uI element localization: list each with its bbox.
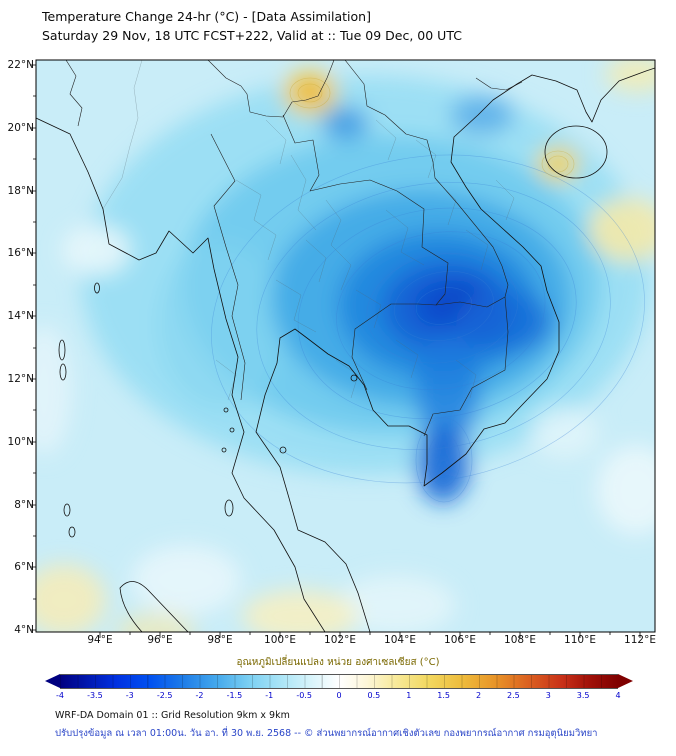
hainan-island: [544, 125, 608, 179]
lat-label: 12°N: [7, 373, 34, 385]
lat-label: 20°N: [7, 122, 34, 134]
samui-island: [279, 446, 287, 454]
colorbar-tick: -2.5: [156, 691, 173, 700]
agency-credit: ปรับปรุงข้อมูล ณ เวลา 01:00น. วัน อา. ที…: [55, 728, 598, 739]
map-canvas: [30, 59, 656, 638]
mergui-island: [221, 447, 227, 453]
colorbar-gradient: [60, 674, 618, 689]
colorbar-tick: 0: [336, 691, 342, 700]
province-borders: [102, 60, 515, 401]
lat-label: 10°N: [7, 436, 34, 448]
colorbar-tick: -1.5: [226, 691, 243, 700]
mainland-coastline: [36, 60, 655, 632]
map-subtitle: Saturday 29 Nov, 18 UTC FCST+222, Valid …: [42, 28, 462, 44]
lat-label: 18°N: [7, 185, 34, 197]
lon-label: 100°E: [264, 634, 296, 646]
map-frame: [35, 59, 656, 633]
lat-label: 8°N: [14, 499, 34, 511]
phuket-island: [224, 499, 234, 517]
colorbar-tick: 4: [615, 691, 621, 700]
colorbar-tick: -4: [56, 691, 64, 700]
mergui-island: [229, 427, 235, 433]
colorbar: [45, 674, 633, 689]
lat-label: 16°N: [7, 247, 34, 259]
colorbar-max-arrow: [618, 674, 633, 688]
colorbar-tick: -1: [265, 691, 274, 700]
lon-label: 110°E: [564, 634, 596, 646]
andaman-island: [59, 363, 67, 381]
sumatra-tip: [119, 581, 189, 632]
coastlines: [36, 60, 655, 632]
map-title: Temperature Change 24-hr (°C) - [Data As…: [42, 9, 371, 24]
colorbar-label: อุณหภูมิเปลี่ยนแปลง หน่วย องศาเซลเซียส (…: [236, 657, 440, 668]
nicobar-island: [63, 503, 71, 517]
temperature-field: [36, 60, 655, 632]
colorbar-tick: 0.5: [367, 691, 381, 700]
axis-ticks: [30, 64, 641, 638]
nicobar-island: [68, 526, 76, 538]
colorbar-tick: 1: [406, 691, 412, 700]
lon-label: 112°E: [624, 634, 656, 646]
lon-label: 102°E: [324, 634, 356, 646]
andaman-island: [58, 339, 66, 361]
lon-label: 94°E: [87, 634, 113, 646]
colorbar-tick: 2: [475, 691, 482, 700]
colorbar-tick: -3.5: [87, 691, 103, 700]
colorbar-tick: -3: [125, 691, 134, 700]
model-info: WRF-DA Domain 01 :: Grid Resolution 9km …: [55, 710, 290, 721]
lat-label: 4°N: [14, 624, 34, 636]
lon-label: 108°E: [504, 634, 536, 646]
lon-label: 96°E: [147, 634, 173, 646]
colorbar-tick: 1.5: [437, 691, 450, 700]
coco-island: [94, 282, 100, 294]
colorbar-min-arrow: [45, 674, 60, 688]
kochang-island: [350, 374, 358, 382]
colorbar-tick: 2.5: [507, 691, 520, 700]
colorbar-tick: -2: [195, 691, 204, 700]
lon-label: 106°E: [444, 634, 476, 646]
lon-label: 104°E: [384, 634, 416, 646]
colorbar-tick: -0.5: [296, 691, 312, 700]
colorbar-tick: 3: [545, 691, 551, 700]
lat-label: 14°N: [7, 310, 34, 322]
lon-label: 98°E: [207, 634, 233, 646]
contour-lines-delta: [415, 417, 473, 503]
contour-lines: [211, 154, 645, 484]
mergui-island: [223, 407, 229, 413]
colorbar-tick: 3.5: [576, 691, 590, 700]
colorbar-ticks: -4 -3.5 -3 -2.5 -2 -1.5 -1 -0.5 0 0.5 1 …: [56, 691, 621, 702]
country-borders: [65, 60, 523, 437]
lat-label: 22°N: [7, 59, 34, 71]
lat-label: 6°N: [14, 561, 34, 573]
map-header: Temperature Change 24-hr (°C) - [Data As…: [42, 7, 462, 46]
